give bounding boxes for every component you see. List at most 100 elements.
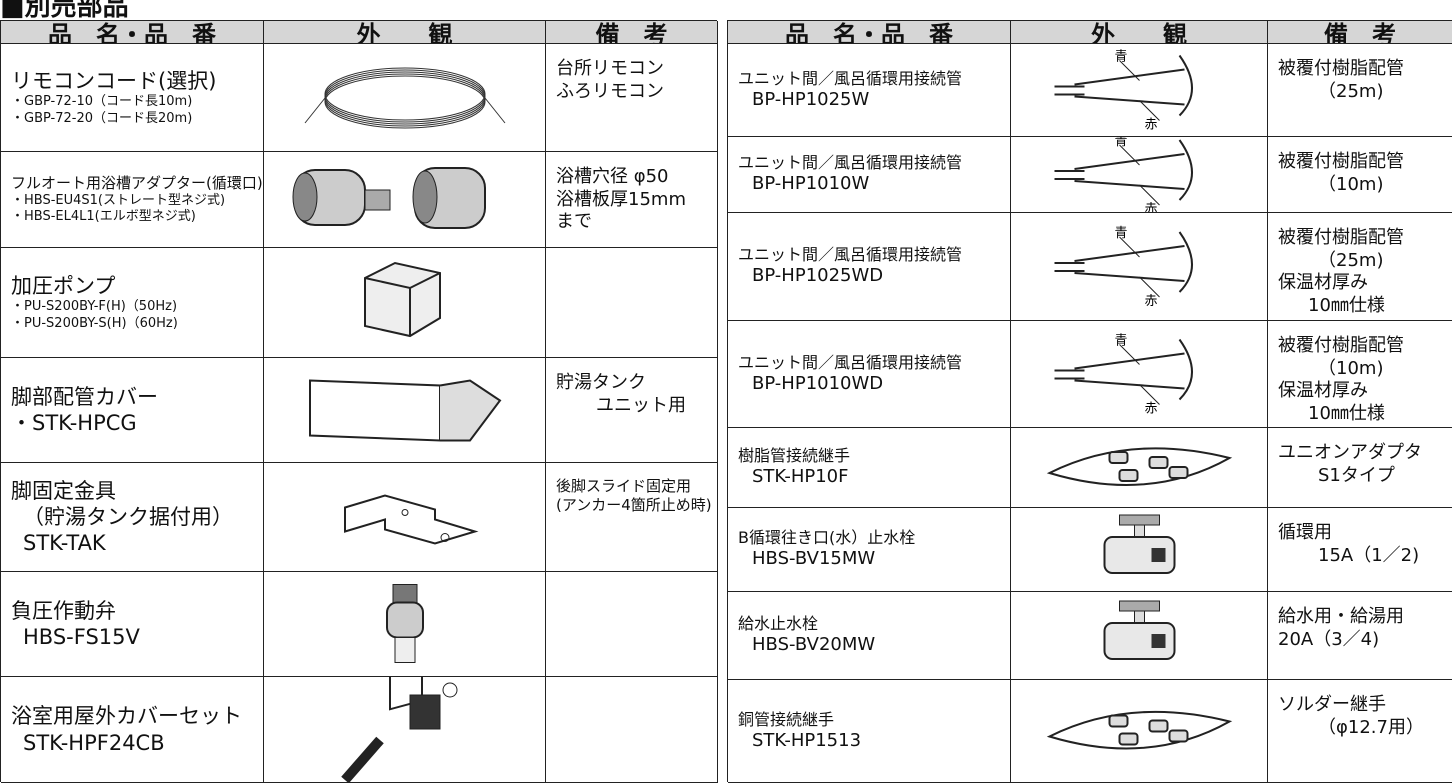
- name-cell: ユニット間／風呂循環用接続管 BP-HP1010WD: [728, 321, 1011, 428]
- part-name: ・PU-S200BY-F(H)（50Hz): [11, 299, 178, 315]
- appearance-cell: [264, 44, 546, 152]
- part-name: ・PU-S200BY-S(H)（60Hz): [11, 315, 178, 331]
- part-name: BP-HP1025WD: [752, 265, 884, 287]
- part-name: 脚固定金具: [11, 478, 116, 503]
- name-cell: フルオート用浴槽アダプター(循環口) ・HBS-EU4S1(ストレート型ネジ式) ・…: [1, 152, 264, 248]
- part-name: ・GBP-72-20（コード長20m): [11, 110, 193, 126]
- left-table: 品 名・品 番外 観備 考リモコンコード(選択) ・GBP-72-10（コード長1…: [0, 20, 718, 783]
- note: 15A（1／2): [1318, 544, 1420, 566]
- note: まで: [556, 211, 592, 232]
- part-illustration: [1046, 447, 1233, 486]
- part-illustration: 青赤: [1054, 226, 1193, 309]
- name-cell: 脚固定金具 （貯湯タンク据付用） STK-TAK: [1, 463, 264, 572]
- part-name: 給水止水栓: [738, 614, 819, 634]
- name-cell: ユニット間／風呂循環用接続管 BP-HP1025W: [728, 44, 1011, 137]
- part-name: 樹脂管接続継手: [738, 446, 851, 466]
- notes-cell: 被覆付樹脂配管 （25m): [1268, 44, 1452, 137]
- notes-cell: [546, 248, 718, 358]
- part-name: STK-TAK: [23, 531, 106, 556]
- name-cell: 加圧ポンプ ・PU-S200BY-F(H)（50Hz) ・PU-S200BY-S(H…: [1, 248, 264, 358]
- pipe-label: 赤: [1145, 402, 1158, 417]
- note: 保温材厚み: [1278, 380, 1368, 401]
- appearance-cell: [1011, 428, 1268, 508]
- part-name: HBS-FS15V: [23, 625, 140, 649]
- part-name: 負圧作動弁: [11, 598, 116, 623]
- part-name: ユニット間／風呂循環用接続管: [738, 68, 963, 88]
- appearance-cell: 青赤: [1011, 137, 1268, 213]
- note: 後脚スライド固定用: [556, 477, 692, 495]
- part-name: BP-HP1010W: [752, 173, 870, 195]
- part-name: フルオート用浴槽アダプター(循環口): [11, 173, 263, 192]
- part-name: ・GBP-72-10（コード長10m): [11, 94, 193, 110]
- part-name: STK-HP10F: [752, 466, 849, 488]
- part-illustration: [309, 379, 502, 442]
- note: 被覆付樹脂配管: [1278, 58, 1404, 79]
- note: 台所リモコン: [556, 58, 664, 79]
- part-name: BP-HP1010WD: [752, 372, 884, 394]
- note: （10m): [1318, 357, 1384, 379]
- notes-cell: 被覆付樹脂配管 （25m) 保温材厚み 10㎜仕様: [1268, 213, 1452, 321]
- part-name: 浴室用屋外カバーセット: [11, 704, 242, 729]
- part-name: ユニット間／風呂循環用接続管: [738, 245, 963, 265]
- note: 循環用: [1278, 522, 1332, 543]
- pipe-label: 赤: [1145, 294, 1158, 309]
- note: 浴槽穴径 φ50: [556, 166, 669, 187]
- notes-cell: 被覆付樹脂配管 （10m) 保温材厚み 10㎜仕様: [1268, 321, 1452, 428]
- part-illustration: [1103, 514, 1176, 574]
- part-name: HBS-BV20MW: [752, 634, 876, 656]
- note: （25m): [1318, 249, 1384, 271]
- part-name: ・HBS-EU4S1(ストレート型ネジ式): [11, 192, 226, 208]
- pipe-label: 青: [1115, 226, 1128, 241]
- pipe-label: 赤: [1145, 118, 1158, 133]
- name-cell: リモコンコード(選択) ・GBP-72-10（コード長10m) ・GBP-72-20…: [1, 44, 264, 152]
- name-cell: 浴室用屋外カバーセット STK-HPF24CB: [1, 677, 264, 783]
- part-name: 銅管接続継手: [738, 709, 835, 729]
- notes-cell: 給水用・給湯用 20A（3／4): [1268, 592, 1452, 680]
- note: 10㎜仕様: [1308, 402, 1385, 424]
- part-illustration: [1046, 710, 1233, 750]
- notes-cell: [546, 572, 718, 677]
- pipe-label: 青: [1115, 50, 1128, 65]
- note: ソルダー継手: [1278, 694, 1386, 715]
- note: S1タイプ: [1318, 464, 1395, 486]
- part-illustration: [386, 584, 424, 663]
- name-cell: 樹脂管接続継手 STK-HP10F: [728, 428, 1011, 508]
- part-name: STK-HPF24CB: [23, 730, 165, 755]
- note: （25m): [1318, 80, 1384, 102]
- appearance-cell: [1011, 592, 1268, 680]
- notes-cell: 貯湯タンク ユニット用: [546, 358, 718, 463]
- name-cell: B循環往き口(水）止水栓 HBS-BV15MW: [728, 508, 1011, 592]
- notes-cell: ユニオンアダプタ S1タイプ: [1268, 428, 1452, 508]
- part-illustration: [304, 67, 506, 129]
- note: 貯湯タンク: [556, 372, 646, 393]
- header-cell: 外 観: [1011, 21, 1268, 44]
- part-illustration: [292, 167, 486, 229]
- notes-cell: [546, 677, 718, 783]
- note: 被覆付樹脂配管: [1278, 227, 1404, 248]
- part-name: リモコンコード(選択): [11, 69, 217, 94]
- appearance-cell: [264, 248, 546, 358]
- header-cell: 備 考: [546, 21, 718, 44]
- note: 被覆付樹脂配管: [1278, 335, 1404, 356]
- appearance-cell: [264, 358, 546, 463]
- appearance-cell: 青赤: [1011, 213, 1268, 321]
- part-name: STK-HP1513: [752, 729, 862, 751]
- header-cell: 品 名・品 番: [1, 21, 264, 44]
- note: ふろリモコン: [556, 80, 664, 102]
- name-cell: 負圧作動弁 HBS-FS15V: [1, 572, 264, 677]
- part-name: B循環往き口(水）止水栓: [738, 528, 916, 548]
- note: 被覆付樹脂配管: [1278, 151, 1404, 172]
- notes-cell: 浴槽穴径 φ50 浴槽板厚15mm まで: [546, 152, 718, 248]
- pipe-label: 赤: [1145, 202, 1158, 213]
- appearance-cell: [264, 572, 546, 677]
- note: 20A（3／4): [1278, 628, 1380, 650]
- header-cell: 外 観: [264, 21, 546, 44]
- right-table: 品 名・品 番外 観備 考ユニット間／風呂循環用接続管 BP-HP1025W 青赤被…: [727, 20, 1452, 783]
- appearance-cell: [1011, 508, 1268, 592]
- notes-cell: ソルダー継手 （φ12.7用）: [1268, 680, 1452, 783]
- pipe-label: 青: [1115, 137, 1128, 149]
- name-cell: 脚部配管カバー ・STK-HPCG: [1, 358, 264, 463]
- part-name: ユニット間／風呂循環用接続管: [738, 153, 963, 173]
- name-cell: 給水止水栓 HBS-BV20MW: [728, 592, 1011, 680]
